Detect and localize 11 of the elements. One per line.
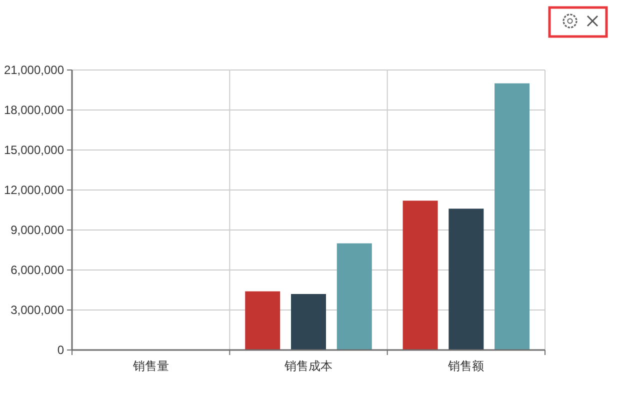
x-tick-label: 销售成本	[284, 359, 332, 373]
y-tick-label: 21,000,000	[4, 63, 64, 77]
y-tick-label: 18,000,000	[4, 103, 64, 117]
y-tick-label: 0	[57, 343, 64, 357]
x-tick-label: 销售额	[447, 359, 484, 373]
y-tick-label: 3,000,000	[10, 303, 64, 317]
y-tick-label: 12,000,000	[4, 183, 64, 197]
y-tick-label: 6,000,000	[10, 263, 64, 277]
y-tick-label: 15,000,000	[4, 143, 64, 157]
x-tick-label: 销售量	[132, 359, 169, 373]
y-tick-label: 9,000,000	[10, 223, 64, 237]
